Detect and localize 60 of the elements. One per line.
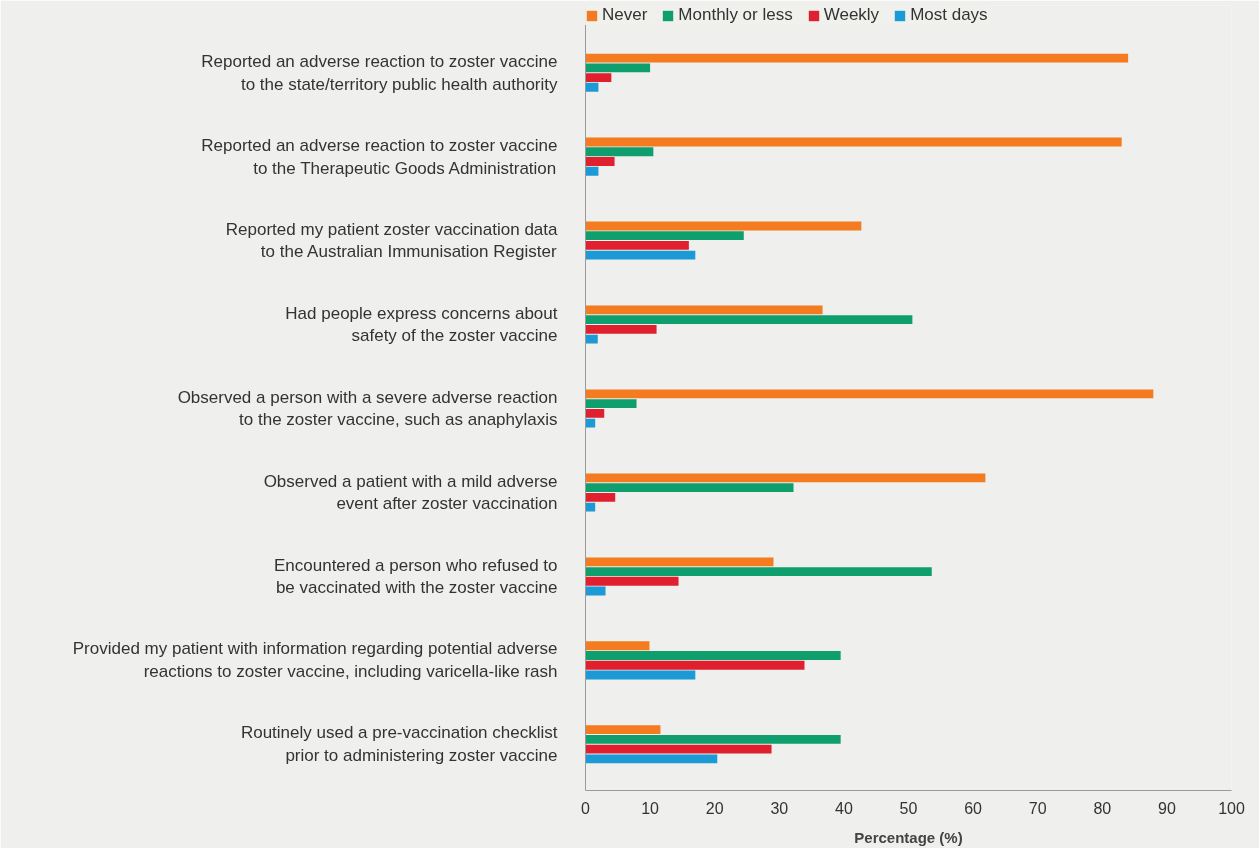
bar (585, 641, 650, 651)
bar (585, 651, 841, 660)
legend-label: Monthly or less (678, 5, 793, 25)
bar (585, 754, 718, 764)
bar (585, 221, 862, 231)
bar (585, 418, 596, 428)
bar (585, 408, 605, 418)
x-tick-label: 100 (1218, 799, 1245, 817)
y-tick-label: Encountered a person who refused to be vaccinated with the zoster vaccine (273, 555, 558, 598)
legend-label: Most days (910, 5, 988, 25)
y-tick-label: Routinely used a pre-vaccination checklist prior to administering zoster vaccine (240, 723, 558, 766)
bar (585, 147, 654, 157)
bar (585, 744, 772, 754)
bar (585, 231, 744, 241)
x-tick-label: 40 (835, 799, 853, 817)
y-tick-label: Provided my patient with information regarding potential adverse reactions to zoster vaccine, including varicella-like rash (72, 639, 558, 682)
bar (585, 82, 599, 92)
legend-label: Never (602, 5, 648, 25)
bar (585, 389, 1154, 399)
x-tick-label: 50 (899, 799, 918, 817)
bar (585, 250, 696, 260)
bar (585, 483, 794, 492)
bar (585, 157, 615, 166)
bar (585, 325, 657, 334)
bar (585, 567, 932, 576)
x-axis-title: Percentage (%) (854, 828, 963, 846)
bar (585, 53, 1129, 63)
bar (585, 492, 616, 502)
bar (585, 660, 805, 670)
bar (585, 399, 637, 409)
bar (585, 305, 823, 315)
y-tick-label: Observed a patient with a mild adverse event after zoster vaccination (263, 471, 558, 514)
bar (585, 473, 986, 483)
x-tick-label: 0 (581, 799, 591, 817)
bar (585, 735, 841, 744)
x-tick-label: 80 (1093, 799, 1112, 817)
y-tick-label: Observed a person with a severe adverse reaction to the zoster vaccine, such as anaphylaxis (177, 387, 558, 430)
x-tick-label: 20 (705, 799, 724, 817)
bar (585, 576, 679, 586)
bar (585, 63, 651, 73)
y-tick-label: Reported my patient zoster vaccination data to the Australian Immunisation Register (225, 219, 559, 262)
x-tick-label: 70 (1028, 799, 1047, 817)
bar (585, 73, 612, 82)
x-tick-label: 60 (964, 799, 983, 817)
bar (585, 137, 1122, 147)
legend-label: Weekly (823, 5, 880, 25)
x-tick-label: 90 (1158, 799, 1176, 817)
bar (585, 725, 661, 735)
y-tick-label: Reported an adverse reaction to zoster vaccine to the state/territory public health authority (201, 51, 558, 94)
bar (585, 334, 598, 344)
x-tick-label: 10 (641, 799, 660, 817)
bar (585, 557, 774, 567)
bar (585, 241, 689, 250)
x-tick-label: 30 (770, 799, 789, 817)
bar (585, 670, 696, 680)
bar (585, 586, 606, 596)
bar (585, 315, 913, 325)
y-tick-label: Reported an adverse reaction to zoster vaccine to the Therapeutic Goods Administration (201, 135, 558, 178)
bar (585, 166, 599, 176)
y-tick-label: Had people express concerns about safety of the zoster vaccine (285, 303, 558, 346)
